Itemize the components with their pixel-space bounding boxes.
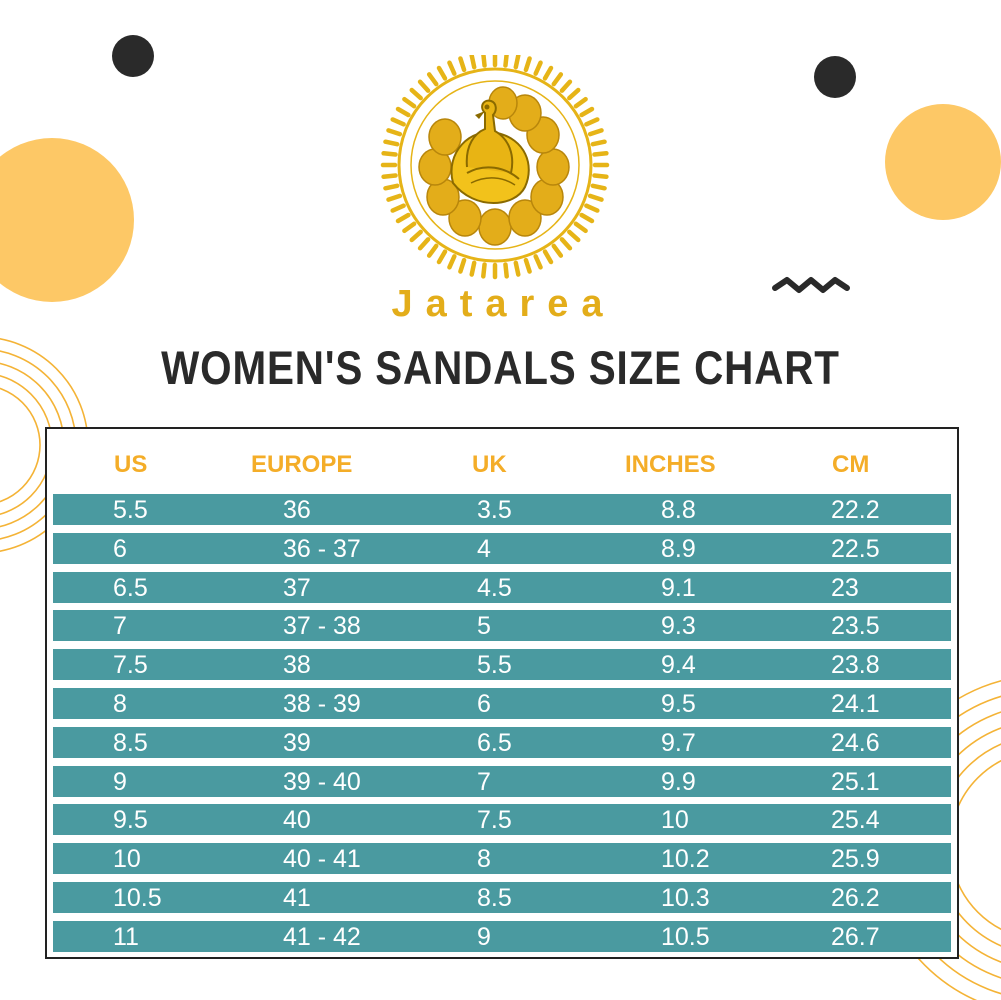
cell-uk: 4.5 (477, 573, 512, 602)
cell-cm: 25.4 (831, 806, 880, 835)
cell-uk: 8.5 (477, 883, 512, 912)
table-row: 11 41 - 42 9 10.5 26.7 (53, 920, 951, 952)
cell-inches: 9.9 (661, 767, 696, 796)
cell-cm: 26.7 (831, 922, 880, 951)
cell-us: 9 (113, 767, 127, 796)
cell-europe: 36 (283, 496, 311, 524)
cell-cm: 23.8 (831, 651, 880, 680)
dark-dot-left (112, 35, 154, 77)
cell-inches: 9.7 (661, 728, 696, 757)
cell-europe: 38 (283, 651, 311, 680)
peacock-sun-emblem-icon (380, 55, 610, 280)
cell-uk: 9 (477, 922, 491, 951)
page-title: WOMEN'S SANDALS SIZE CHART (161, 341, 840, 394)
header-inches: INCHES (625, 451, 716, 478)
header-cm: CM (832, 451, 870, 478)
table-row: 6 36 - 37 4 8.9 22.5 (53, 532, 951, 564)
size-chart-table: US EUROPE UK INCHES CM 5.5 36 3.5 8.8 22.2 6 3… (45, 427, 959, 959)
cell-europe: 38 - 39 (283, 689, 361, 718)
cell-europe: 40 (283, 806, 311, 835)
cell-us: 11 (113, 922, 139, 951)
table-header-row: US EUROPE UK INCHES CM (47, 451, 957, 487)
header-europe: EUROPE (251, 451, 353, 478)
brand-name: Jatarea (391, 283, 616, 325)
dark-dot-right (814, 56, 856, 98)
cell-us: 10.5 (113, 883, 162, 912)
cell-us: 8 (113, 689, 127, 718)
cell-europe: 39 (283, 728, 311, 757)
cell-europe: 37 (283, 573, 311, 602)
table-row: 5.5 36 3.5 8.8 22.2 (53, 494, 951, 525)
cell-inches: 9.1 (661, 573, 696, 602)
cell-inches: 10.5 (661, 922, 710, 951)
table-row: 8.5 39 6.5 9.7 24.6 (53, 726, 951, 758)
cell-europe: 36 - 37 (283, 534, 361, 563)
cell-cm: 25.1 (831, 767, 880, 796)
yellow-circle-right (885, 104, 1001, 220)
cell-europe: 41 - 42 (283, 922, 361, 951)
cell-us: 8.5 (113, 728, 148, 757)
cell-us: 7 (113, 612, 127, 641)
cell-uk: 8 (477, 845, 491, 874)
cell-europe: 37 - 38 (283, 612, 361, 641)
header-us: US (114, 451, 148, 478)
cell-europe: 41 (283, 883, 311, 912)
table-body: 5.5 36 3.5 8.8 22.2 6 36 - 37 4 8.9 22.5 6.5 37 4.5 9… (53, 494, 951, 960)
zigzag-shape (772, 277, 850, 293)
cell-us: 10 (113, 845, 141, 874)
cell-cm: 26.2 (831, 883, 880, 912)
cell-cm: 24.1 (831, 689, 880, 718)
cell-uk: 5.5 (477, 651, 512, 680)
table-row: 9 39 - 40 7 9.9 25.1 (53, 765, 951, 797)
cell-us: 6 (113, 534, 127, 563)
cell-inches: 8.8 (661, 496, 696, 524)
table-row: 7 37 - 38 5 9.3 23.5 (53, 610, 951, 642)
cell-cm: 22.2 (831, 496, 880, 524)
cell-uk: 4 (477, 534, 491, 563)
cell-inches: 8.9 (661, 534, 696, 563)
cell-europe: 39 - 40 (283, 767, 361, 796)
table-row: 9.5 40 7.5 10 25.4 (53, 804, 951, 836)
cell-uk: 6 (477, 689, 491, 718)
cell-uk: 7 (477, 767, 491, 796)
table-row: 8 38 - 39 6 9.5 24.1 (53, 687, 951, 719)
cell-cm: 25.9 (831, 845, 880, 874)
cell-uk: 3.5 (477, 496, 512, 524)
cell-us: 7.5 (113, 651, 148, 680)
cell-inches: 10.3 (661, 883, 710, 912)
cell-uk: 7.5 (477, 806, 512, 835)
cell-us: 9.5 (113, 806, 148, 835)
header-uk: UK (472, 451, 507, 478)
cell-us: 5.5 (113, 496, 148, 524)
cell-uk: 6.5 (477, 728, 512, 757)
yellow-circle-left (0, 138, 134, 302)
cell-inches: 10 (661, 806, 689, 835)
cell-cm: 22.5 (831, 534, 880, 563)
cell-cm: 23.5 (831, 612, 880, 641)
cell-cm: 24.6 (831, 728, 880, 757)
cell-inches: 9.3 (661, 612, 696, 641)
cell-inches: 9.5 (661, 689, 696, 718)
cell-cm: 23 (831, 573, 859, 602)
cell-inches: 9.4 (661, 651, 696, 680)
table-row: 10 40 - 41 8 10.2 25.9 (53, 843, 951, 875)
table-row: 10.5 41 8.5 10.3 26.2 (53, 881, 951, 913)
table-row: 6.5 37 4.5 9.1 23 (53, 571, 951, 603)
cell-inches: 10.2 (661, 845, 710, 874)
cell-europe: 40 - 41 (283, 845, 361, 874)
cell-uk: 5 (477, 612, 491, 641)
table-row: 7.5 38 5.5 9.4 23.8 (53, 649, 951, 681)
cell-us: 6.5 (113, 573, 148, 602)
